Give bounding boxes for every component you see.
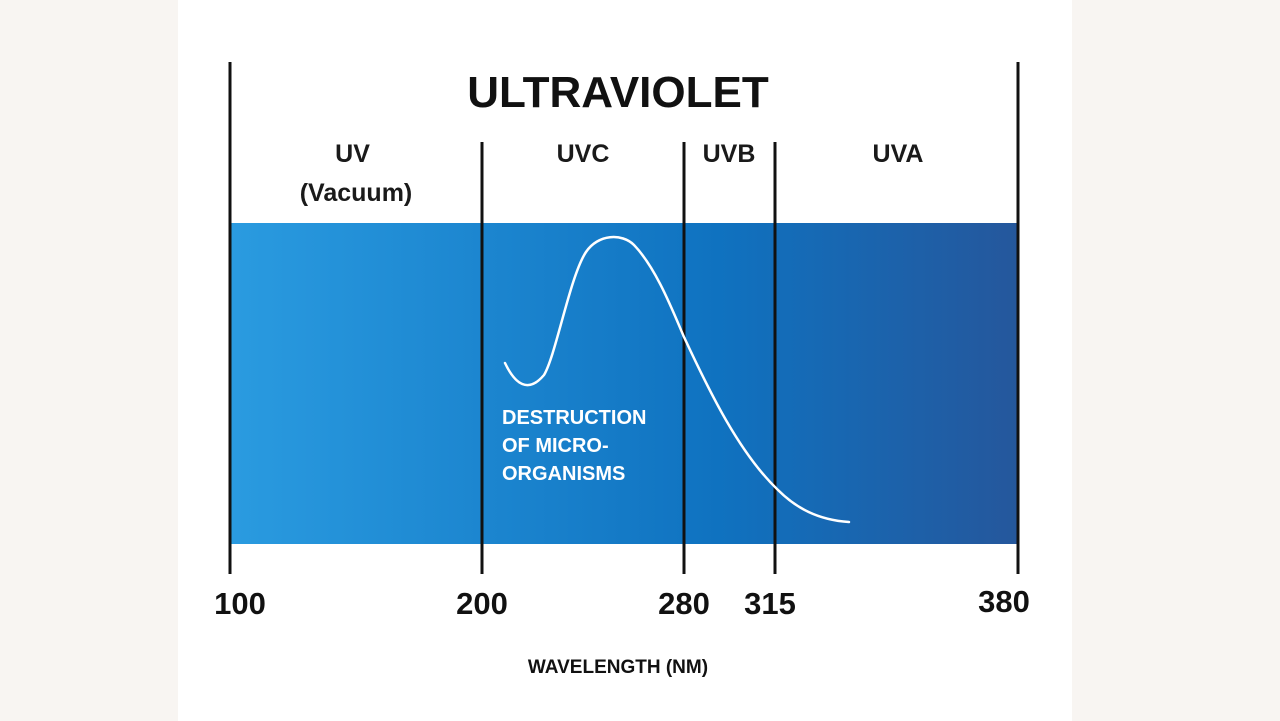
region-label-uvc: UVC xyxy=(557,140,610,168)
tick-label-380: 380 xyxy=(978,584,1030,619)
region-label-uva: UVA xyxy=(873,140,924,168)
region-label-uvb: UVB xyxy=(703,140,756,168)
curve-label: DESTRUCTION OF MICRO- ORGANISMS xyxy=(502,407,652,485)
tick-label-280: 280 xyxy=(658,586,710,621)
x-axis-label: WAVELENGTH (NM) xyxy=(528,657,708,678)
germicidal-effectiveness-curve xyxy=(503,235,851,524)
uv-spectrum-band xyxy=(230,223,1018,544)
curve-label-line2: OF MICRO- xyxy=(502,435,609,457)
tick-label-200: 200 xyxy=(456,586,508,621)
region-label-uv-line2: (Vacuum) xyxy=(300,179,413,207)
curve-label-line3: ORGANISMS xyxy=(502,463,625,485)
diagram-title: ULTRAVIOLET xyxy=(467,68,769,117)
spectrum-diagram: ULTRAVIOLET UV (Vacuum) UVC UVB UVA DEST… xyxy=(214,62,1030,678)
tick-label-100: 100 xyxy=(214,586,266,621)
ultraviolet-spectrum-figure: ULTRAVIOLET UV (Vacuum) UVC UVB UVA DEST… xyxy=(178,0,1072,721)
curve-label-line1: DESTRUCTION xyxy=(502,407,646,429)
tick-label-315: 315 xyxy=(744,586,796,621)
region-label-uv-line1: UV xyxy=(335,140,370,168)
region-label-uv-vacuum: UV (Vacuum) xyxy=(300,140,413,207)
